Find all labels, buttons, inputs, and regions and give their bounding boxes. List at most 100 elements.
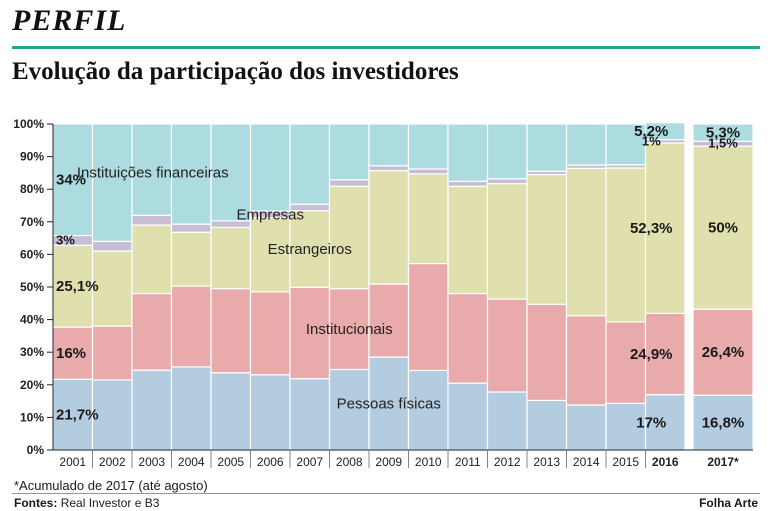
bar-segment-pessoas-fisicas-2003 (131, 369, 173, 451)
x-tick-label-2009: 2009 (375, 455, 402, 469)
bar-segment-pessoas-fisicas-2012 (486, 391, 528, 451)
series-label-estrangeiros: Estrangeiros (268, 241, 352, 258)
bar-segment-pessoas-fisicas-2017 (692, 394, 754, 451)
bar-segment-institucionais-2001 (52, 326, 94, 380)
bar-segment-institucionais-2002 (91, 325, 133, 381)
sources-text: Real Investor e B3 (60, 496, 160, 510)
bar-segment-empresas-2010 (407, 168, 449, 175)
stacked-bar-chart: 0% 10% 20% 30% 40% 50% 60% 70% 80% 90% 100% 2001 200… (13, 117, 754, 469)
bar-segment-estrangeiros-2014 (565, 167, 607, 317)
series-label-empresas: Empresas (236, 206, 304, 223)
bar-segment-pessoas-fisicas-2001 (52, 378, 94, 451)
x-tick-label-2005: 2005 (217, 455, 244, 469)
x-tick-label-2017: 2017* (707, 455, 739, 469)
x-tick-label-2006: 2006 (257, 455, 284, 469)
sources: Fontes: Real Investor e B3 (14, 496, 159, 510)
y-tick-label: 80% (20, 182, 44, 196)
x-tick-label-2007: 2007 (296, 455, 323, 469)
bar-segment-estrangeiros-2002 (91, 250, 133, 327)
series-label-institucionais: Institucionais (306, 321, 393, 338)
y-tick-label: 90% (20, 150, 44, 164)
bar-segment-estrangeiros-2012 (486, 183, 528, 300)
bar-segment-empresas-2011 (447, 180, 489, 187)
y-tick-label: 0% (27, 443, 45, 457)
x-tick-label-2016: 2016 (652, 455, 679, 469)
bar-segment-pessoas-fisicas-2008 (328, 368, 370, 451)
bar-segment-estrangeiros-2017 (692, 145, 754, 310)
x-tick-label-2001: 2001 (59, 455, 86, 469)
bar-segment-pessoas-fisicas-2010 (407, 369, 449, 451)
bar-segment-institucionais-2016 (644, 312, 686, 396)
data-label-instituicoes-financeiras-2001: 34% (56, 172, 86, 189)
bar-segment-empresas-2002 (91, 240, 133, 252)
x-tick-label-2004: 2004 (178, 455, 205, 469)
bar-segment-instituicoes-financeiras-2015 (605, 123, 647, 166)
data-label-institucionais-2016: 24,9% (630, 346, 673, 363)
bar-segment-estrangeiros-2013 (526, 173, 568, 305)
bar-segment-institucionais-2011 (447, 292, 489, 384)
data-label-institucionais-2017: 26,4% (702, 344, 745, 361)
bar-segment-instituicoes-financeiras-2002 (91, 123, 133, 242)
bar-segment-instituicoes-financeiras-2014 (565, 123, 607, 166)
bar-segment-pessoas-fisicas-2005 (210, 372, 252, 451)
bar-segment-pessoas-fisicas-2004 (170, 366, 212, 451)
x-tick-label-2003: 2003 (138, 455, 165, 469)
x-tick-label-2014: 2014 (573, 455, 600, 469)
y-tick-label: 50% (20, 280, 44, 294)
y-tick-label: 60% (20, 247, 44, 261)
bar-segment-instituicoes-financeiras-2006 (249, 123, 291, 212)
data-label-pessoas-fisicas-2001: 21,7% (56, 407, 99, 424)
bar-segment-pessoas-fisicas-2006 (249, 374, 291, 451)
bar-segment-empresas-2012 (486, 178, 528, 185)
data-label-empresas-2001: 3% (56, 232, 75, 247)
bar-segment-institucionais-2005 (210, 288, 252, 374)
chart-title: Evolução da participação dos investidore… (12, 58, 459, 85)
footnote: *Acumulado de 2017 (até agosto) (14, 478, 208, 493)
series-label-instituicoes-financeiras: Instituições financeiras (77, 164, 229, 181)
bar-segment-estrangeiros-2004 (170, 231, 212, 287)
y-tick-label: 10% (20, 410, 44, 424)
bar-segment-instituicoes-financeiras-2007 (289, 123, 331, 205)
bar-segment-institucionais-2013 (526, 303, 568, 402)
bar-segment-instituicoes-financeiras-2004 (170, 123, 212, 225)
x-tick-label-2015: 2015 (612, 455, 639, 469)
bar-segment-estrangeiros-2005 (210, 226, 252, 290)
data-label-estrangeiros-2017: 50% (708, 220, 738, 237)
x-tick-label-2010: 2010 (415, 455, 442, 469)
bar-segment-instituicoes-financeiras-2008 (328, 123, 370, 181)
bar-segment-institucionais-2014 (565, 315, 607, 406)
data-label-instituicoes-financeiras-2017: 5,3% (706, 125, 740, 142)
x-tick-label-2013: 2013 (533, 455, 560, 469)
data-label-estrangeiros-2001: 25,1% (56, 278, 99, 295)
bar-segment-institucionais-2012 (486, 298, 528, 393)
bar-segment-instituicoes-financeiras-2017 (692, 123, 754, 142)
bar-segment-pessoas-fisicas-2013 (526, 399, 568, 451)
bar-segment-instituicoes-financeiras-2013 (526, 123, 568, 172)
bar-segment-empresas-2008 (328, 179, 370, 187)
y-tick-label: 70% (20, 215, 44, 229)
y-tick-label: 30% (20, 345, 44, 359)
data-label-pessoas-fisicas-2016: 17% (636, 414, 666, 431)
credit: Folha Arte (699, 496, 758, 510)
bar-segment-instituicoes-financeiras-2005 (210, 123, 252, 222)
bar-segment-estrangeiros-2010 (407, 173, 449, 265)
bar-segment-institucionais-2017 (692, 308, 754, 396)
bar-segment-institucionais-2010 (407, 262, 449, 372)
data-label-estrangeiros-2016: 52,3% (630, 220, 673, 237)
bar-segment-estrangeiros-2003 (131, 224, 173, 295)
y-tick-label: 100% (13, 117, 44, 131)
bar-segment-pessoas-fisicas-2011 (447, 382, 489, 451)
footer-divider (12, 493, 760, 494)
x-tick-label-2002: 2002 (99, 455, 126, 469)
header-rule (12, 46, 760, 49)
bar-segment-pessoas-fisicas-2007 (289, 378, 331, 451)
bar-segment-institucionais-2008 (328, 288, 370, 371)
y-tick-label: 40% (20, 313, 44, 327)
bar-segment-estrangeiros-2015 (605, 167, 647, 323)
bar-segment-instituicoes-financeiras-2003 (131, 123, 173, 216)
bar-segment-institucionais-2006 (249, 291, 291, 376)
y-tick-label: 20% (20, 378, 44, 392)
bar-segment-institucionais-2004 (170, 285, 212, 368)
data-label-empresas-2017: 1,5% (708, 136, 738, 151)
bar-segment-empresas-2004 (170, 223, 212, 233)
